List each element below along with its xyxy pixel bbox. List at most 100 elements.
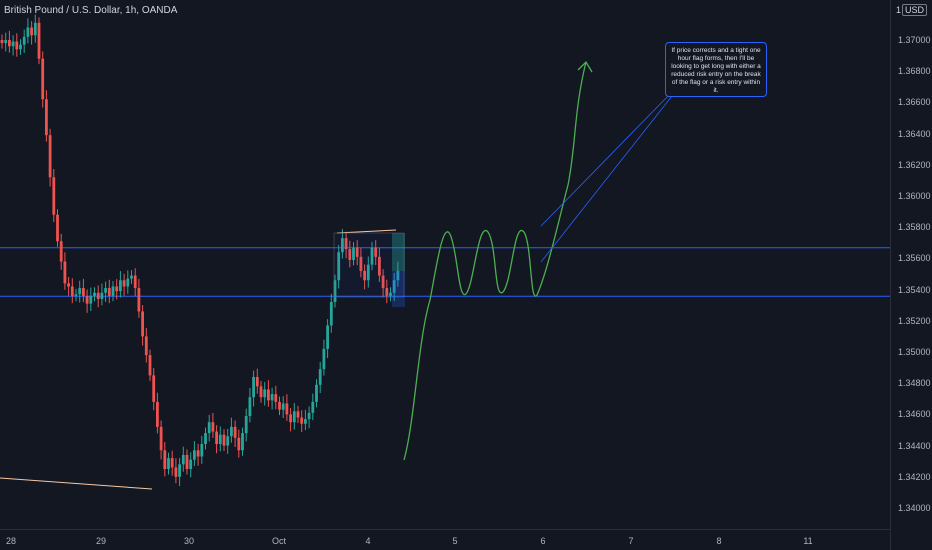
candle-down bbox=[15, 41, 19, 50]
currency-prefix: 1 bbox=[896, 5, 902, 15]
candle-up bbox=[263, 389, 267, 398]
currency-selector[interactable]: 1 USD bbox=[896, 4, 928, 16]
candle-up bbox=[230, 426, 233, 437]
candle-down bbox=[211, 422, 215, 432]
candle-down bbox=[30, 27, 33, 36]
candle-down bbox=[107, 288, 111, 296]
candle-up bbox=[178, 464, 181, 477]
candle-up bbox=[4, 40, 8, 44]
candle-down bbox=[48, 135, 52, 178]
candle-down bbox=[133, 275, 137, 289]
trendline-flag-top bbox=[336, 229, 397, 234]
chart-title: British Pound / U.S. Dollar, 1h, OANDA bbox=[4, 5, 178, 16]
x-tick-label: 6 bbox=[540, 536, 546, 546]
candle-down bbox=[8, 40, 11, 47]
candle-up bbox=[226, 436, 230, 446]
candle-down bbox=[152, 375, 156, 402]
candle-up bbox=[281, 403, 285, 410]
callout-line-lower bbox=[540, 95, 673, 263]
candle-up bbox=[326, 325, 329, 349]
candle-down bbox=[56, 214, 59, 242]
candle-down bbox=[45, 99, 48, 136]
y-tick-label: 1.34000 bbox=[898, 503, 931, 513]
candle-down bbox=[374, 247, 378, 257]
y-tick-label: 1.36200 bbox=[898, 159, 931, 170]
candle-down bbox=[159, 426, 163, 451]
candle-down bbox=[137, 288, 141, 312]
candle-down bbox=[285, 403, 289, 415]
candle-down bbox=[359, 256, 363, 271]
candle-up bbox=[100, 292, 104, 299]
candle-down bbox=[300, 417, 304, 424]
candle-up bbox=[74, 294, 78, 296]
y-tick-label: 1.36800 bbox=[898, 66, 931, 77]
candle-up bbox=[193, 450, 196, 460]
candle-up bbox=[89, 295, 93, 304]
candle-down bbox=[385, 288, 389, 296]
x-tick-label: 30 bbox=[183, 536, 195, 546]
y-tick-label: 1.36400 bbox=[898, 128, 931, 139]
candle-down bbox=[355, 247, 359, 257]
candle-up bbox=[389, 292, 392, 296]
candle-up bbox=[311, 401, 315, 413]
position-target-zone bbox=[392, 233, 405, 271]
candle-up bbox=[322, 348, 326, 370]
y-tick-label: 1.34200 bbox=[898, 471, 931, 482]
trendline-lower bbox=[0, 477, 153, 490]
y-tick-label: 1.36000 bbox=[898, 191, 931, 201]
candle-up bbox=[337, 252, 341, 281]
y-tick-label: 1.34800 bbox=[898, 378, 931, 389]
candle-down bbox=[237, 437, 241, 451]
candle-up bbox=[292, 411, 296, 423]
candle-up bbox=[318, 369, 322, 385]
candle-down bbox=[70, 286, 74, 296]
candle-up bbox=[181, 454, 185, 465]
candle-down bbox=[170, 458, 174, 468]
candle-down bbox=[141, 311, 144, 337]
projection-path bbox=[403, 61, 587, 461]
y-tick-label: 1.35200 bbox=[898, 315, 931, 326]
y-tick-label: 1.35800 bbox=[898, 222, 931, 233]
candle-down bbox=[148, 355, 152, 376]
candle-down bbox=[222, 434, 226, 446]
candle-up bbox=[19, 44, 22, 50]
candle-down bbox=[59, 241, 63, 262]
candle-down bbox=[174, 467, 178, 477]
candle-down bbox=[344, 238, 348, 250]
x-tick-label: 5 bbox=[452, 536, 458, 546]
candle-up bbox=[315, 384, 318, 402]
callout-line-upper bbox=[540, 95, 669, 227]
candle-down bbox=[215, 431, 218, 445]
candle-up bbox=[241, 433, 244, 451]
candle-up bbox=[200, 444, 204, 457]
price-axis-separator bbox=[890, 0, 891, 550]
candle-down bbox=[381, 275, 385, 289]
candle-up bbox=[126, 278, 130, 287]
candle-up bbox=[78, 288, 82, 295]
candle-up bbox=[333, 280, 337, 303]
x-tick-label: 11 bbox=[803, 536, 813, 546]
annotation-note[interactable]: If price corrects and a tight one hour f… bbox=[665, 42, 767, 97]
candle-down bbox=[85, 295, 89, 304]
y-tick-label: 1.36600 bbox=[898, 97, 931, 108]
candle-down bbox=[255, 376, 259, 387]
x-tick-label: 28 bbox=[5, 536, 17, 546]
currency-label: USD bbox=[902, 4, 928, 16]
candle-up bbox=[189, 459, 193, 469]
price-chart-plot[interactable] bbox=[0, 0, 890, 529]
candle-up bbox=[11, 41, 15, 47]
candle-down bbox=[67, 283, 70, 287]
candle-down bbox=[122, 280, 126, 287]
candle-down bbox=[52, 177, 56, 215]
candle-down bbox=[378, 256, 381, 276]
candle-up bbox=[244, 415, 248, 434]
candle-down bbox=[63, 261, 67, 284]
candle-down bbox=[144, 336, 148, 356]
candle-down bbox=[41, 58, 45, 100]
x-tick-label: 7 bbox=[628, 536, 634, 546]
y-tick-label: 1.34600 bbox=[898, 409, 931, 420]
candle-down bbox=[96, 292, 100, 299]
candle-down bbox=[348, 249, 352, 260]
position-stop-zone bbox=[392, 271, 405, 307]
projection-arrow-head bbox=[577, 60, 593, 73]
